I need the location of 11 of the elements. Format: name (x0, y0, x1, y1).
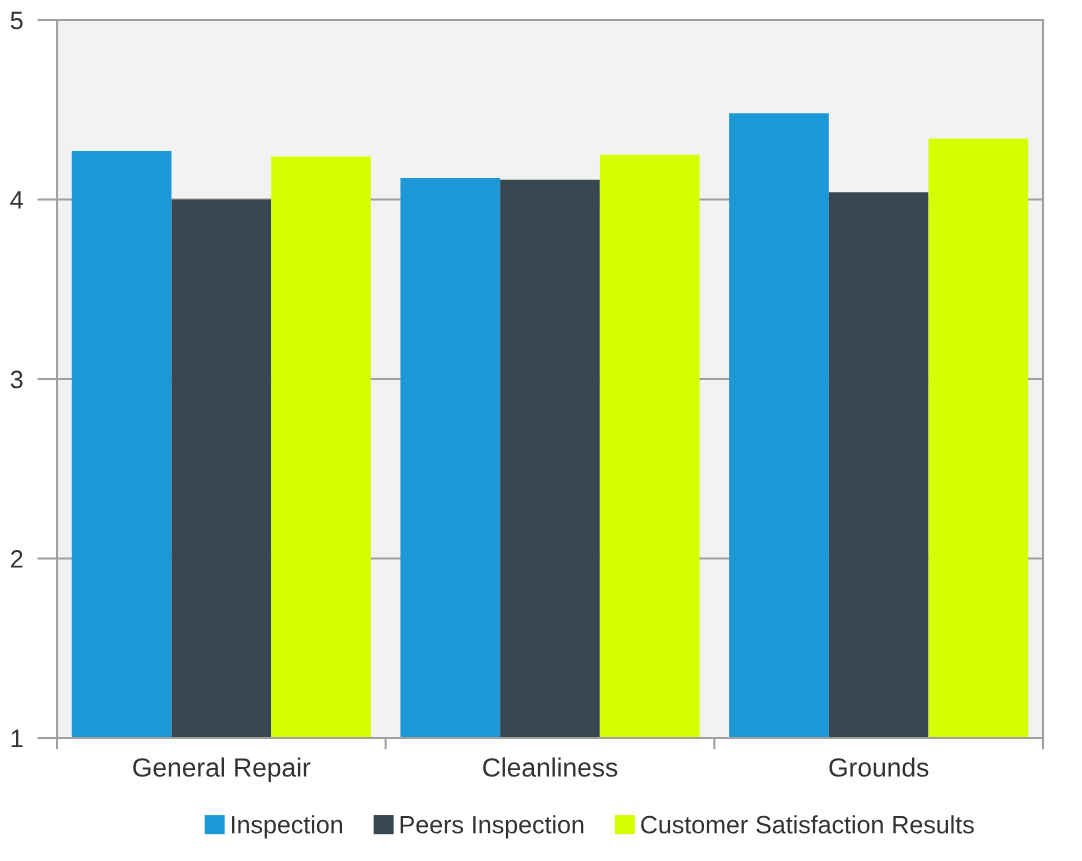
y-tick-label: 2 (11, 550, 23, 568)
x-tick-label: General Repair (133, 757, 311, 783)
y-tick-label: 5 (10, 11, 23, 30)
y-tick-label: 1 (11, 729, 23, 748)
legend-label: Customer Satisfaction Results (641, 815, 974, 834)
x-tick-label: Cleanliness (483, 757, 618, 777)
y-tick-label: 3 (10, 370, 23, 389)
x-tick-label: Grounds (829, 757, 929, 777)
y-tick-label: 4 (10, 191, 23, 209)
legend-label: Inspection (232, 815, 343, 839)
legend-label: Peers Inspection (400, 815, 584, 839)
